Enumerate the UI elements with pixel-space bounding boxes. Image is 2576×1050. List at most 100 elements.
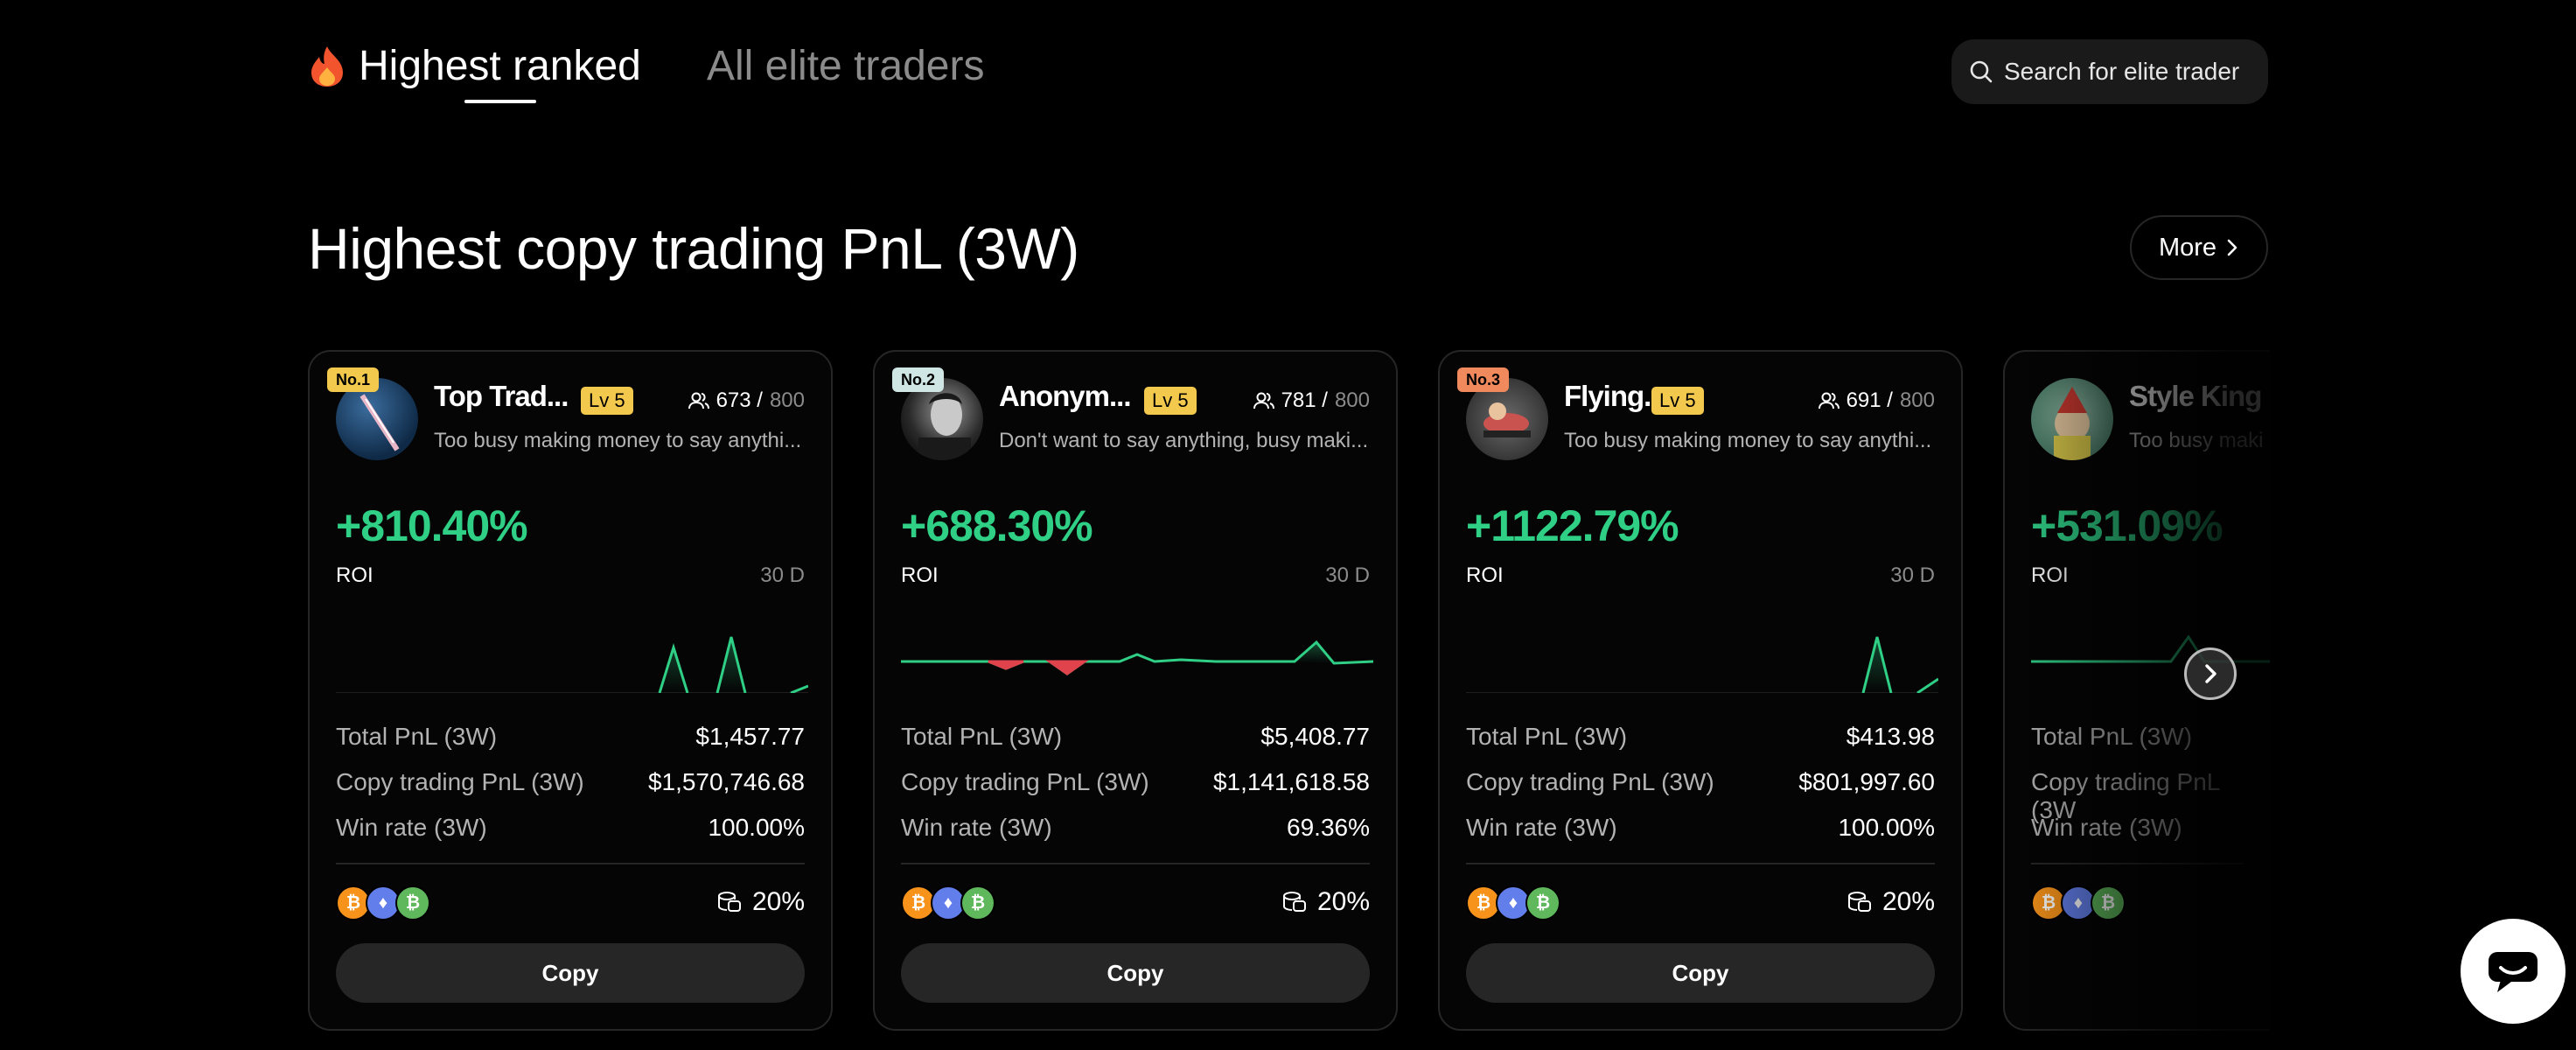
active-tab-indicator [464, 100, 536, 103]
roi-label: ROI [2031, 564, 2069, 587]
bitcoin-sv-icon: ₿ [1525, 886, 1560, 920]
tab-highest-ranked[interactable]: Highest ranked [308, 38, 641, 94]
roi-sparkline [1466, 636, 1938, 693]
trader-card[interactable]: No.1 Top Trad... Lv 5 673 / 800 Too busy… [308, 350, 833, 1031]
copy-button[interactable]: Copy [1466, 943, 1935, 1003]
avatar [901, 378, 983, 460]
bitcoin-sv-icon: ₿ [960, 886, 995, 920]
win-rate-label: Win rate (3W) [336, 814, 487, 841]
total-pnl-row: Total PnL (3W) $5,408.77 [901, 723, 1370, 751]
win-rate-row: Win rate (3W) 69.36% [901, 814, 1370, 842]
profit-share-value: 20% [1316, 887, 1370, 916]
win-rate-label: Win rate (3W) [2031, 814, 2182, 841]
followers-max: 800 [769, 388, 805, 412]
rank-badge: No.1 [327, 368, 380, 392]
profit-share: 20% [1847, 887, 1935, 917]
total-pnl-row: Total PnL (3W) [2031, 723, 2244, 751]
roi-value: +688.30% [901, 501, 1093, 550]
copy-pnl-value: $1,141,618.58 [1212, 768, 1370, 795]
chat-support-button[interactable] [2461, 919, 2566, 1024]
divider [901, 863, 1370, 864]
followers-count: 691 / 800 [1818, 388, 1935, 413]
copy-pnl-label: Copy trading PnL (3W) [901, 768, 1149, 795]
rank-badge: No.3 [1457, 368, 1510, 392]
followers-current: 673 / [716, 388, 763, 412]
copy-pnl-row: Copy trading PnL (3W) $1,570,746.68 [336, 768, 805, 796]
users-icon [688, 392, 709, 410]
total-pnl-label: Total PnL (3W) [2031, 723, 2193, 750]
win-rate-value: 69.36% [1287, 814, 1370, 841]
copy-pnl-label: Copy trading PnL (3W) [336, 768, 584, 795]
bitcoin-icon: ₿ [1466, 886, 1501, 920]
trader-name[interactable]: Flying. [1564, 380, 1651, 412]
copy-pnl-row: Copy trading PnL (3W) $1,141,618.58 [901, 768, 1370, 796]
profit-share: 20% [717, 887, 805, 917]
bitcoin-sv-icon: ₿ [2091, 886, 2126, 920]
win-rate-value: 100.00% [1838, 814, 1935, 841]
bitcoin-sv-icon: ₿ [395, 886, 430, 920]
level-badge: Lv 5 [581, 387, 633, 415]
trader-bio: Don't want to say anything, busy maki... [999, 429, 1369, 452]
more-button[interactable]: More [2130, 215, 2268, 280]
period-label: 30 D [1890, 564, 1935, 587]
period-label: 30 D [1325, 564, 1370, 587]
rank-badge: No.2 [892, 368, 945, 392]
ethereum-icon: ♦ [366, 886, 401, 920]
trader-bio: Too busy making money to say anythi... [1564, 429, 1932, 452]
coins-stack-icon [717, 892, 741, 912]
profit-share-value: 20% [1881, 887, 1935, 916]
profit-share: 20% [1282, 887, 1370, 917]
chat-icon [2489, 952, 2538, 992]
search-placeholder: Search for elite trader [2004, 58, 2240, 85]
avatar [336, 378, 418, 460]
profit-share-value: 20% [751, 887, 805, 916]
ethereum-icon: ♦ [931, 886, 966, 920]
copy-pnl-value: $801,997.60 [1798, 768, 1935, 795]
followers-max: 800 [1899, 388, 1935, 412]
win-rate-label: Win rate (3W) [1466, 814, 1617, 841]
win-rate-row: Win rate (3W) 100.00% [336, 814, 805, 842]
chevron-right-icon [2227, 239, 2237, 256]
traded-coins: ₿ ♦ ₿ [1466, 886, 1560, 920]
coins-stack-icon [1282, 892, 1306, 912]
trader-name[interactable]: Style King [2129, 380, 2262, 412]
trader-card[interactable]: No.3 Flying. Lv 5 691 / 800 Too busy mak… [1438, 350, 1963, 1031]
copy-button[interactable]: Copy [901, 943, 1370, 1003]
tab-all-elite-traders[interactable]: All elite traders [707, 43, 985, 89]
total-pnl-value: $5,408.77 [1260, 723, 1370, 750]
win-rate-row: Win rate (3W) [2031, 814, 2244, 842]
chevron-right-icon [2205, 664, 2216, 683]
total-pnl-label: Total PnL (3W) [1466, 723, 1628, 750]
total-pnl-value: $1,457.77 [695, 723, 805, 750]
carousel-next-button[interactable] [2184, 648, 2237, 700]
level-badge: Lv 5 [1144, 387, 1197, 415]
search-button[interactable]: Search for elite trader [1951, 39, 2268, 104]
traded-coins: ₿ ♦ ₿ [336, 886, 430, 920]
trader-card[interactable]: No.2 Anonym... Lv 5 781 / 800 Don't want… [873, 350, 1398, 1031]
period-label: 30 D [760, 564, 805, 587]
copy-button[interactable]: Copy [336, 943, 805, 1003]
roi-label: ROI [1466, 564, 1504, 587]
roi-label: ROI [901, 564, 939, 587]
followers-current: 781 / [1281, 388, 1328, 412]
copy-pnl-row: Copy trading PnL (3W) $801,997.60 [1466, 768, 1935, 796]
coins-stack-icon [1847, 892, 1871, 912]
divider [336, 863, 805, 864]
total-pnl-value: $413.98 [1846, 723, 1935, 750]
roi-sparkline [336, 636, 808, 693]
win-rate-label: Win rate (3W) [901, 814, 1052, 841]
followers-count: 673 / 800 [688, 388, 805, 413]
followers-max: 800 [1334, 388, 1370, 412]
total-pnl-row: Total PnL (3W) $413.98 [1466, 723, 1935, 751]
traded-coins: ₿ ♦ ₿ [2031, 886, 2126, 920]
trader-name[interactable]: Anonym... [999, 380, 1132, 412]
fire-icon [311, 46, 343, 87]
total-pnl-label: Total PnL (3W) [901, 723, 1063, 750]
roi-value: +1122.79% [1466, 501, 1679, 550]
followers-current: 691 / [1846, 388, 1893, 412]
win-rate-value: 100.00% [708, 814, 805, 841]
trader-name[interactable]: Top Trad... [434, 380, 569, 412]
total-pnl-label: Total PnL (3W) [336, 723, 498, 750]
divider [2031, 863, 2244, 864]
roi-value: +810.40% [336, 501, 528, 550]
